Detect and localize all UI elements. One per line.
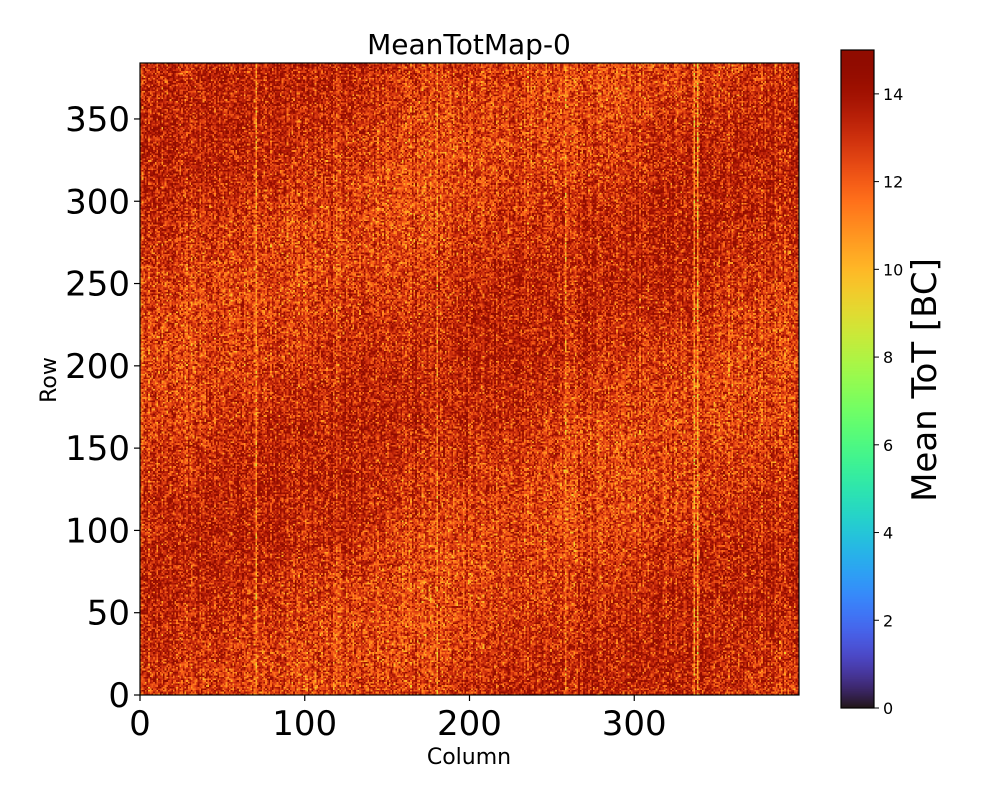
y-tick-label: 100: [65, 511, 130, 551]
y-tick-label: 50: [87, 594, 130, 634]
x-axis-ticks: 0 100 200 300: [129, 695, 667, 744]
x-axis-label: Column: [427, 745, 511, 770]
y-tick-label: 200: [65, 347, 130, 387]
y-axis-ticks: 0 50 100 150 200 250 300 350: [65, 100, 140, 716]
colorbar-tick-label: 10: [883, 260, 903, 279]
colorbar-label: Mean ToT [BC]: [905, 258, 945, 502]
colorbar-tick-label: 6: [883, 436, 893, 455]
y-tick-label: 250: [65, 265, 130, 305]
colorbar-tick-label: 0: [883, 699, 893, 718]
colorbar-tick-label: 8: [883, 348, 893, 367]
x-tick-label: 300: [602, 704, 667, 744]
y-tick-label: 350: [65, 100, 130, 140]
colorbar-tick-label: 12: [883, 173, 903, 192]
y-tick-label: 0: [108, 676, 130, 716]
colorbar-tick-label: 2: [883, 611, 893, 630]
y-axis-label: Row: [37, 357, 62, 403]
x-tick-label: 200: [437, 704, 502, 744]
chart-title: MeanTotMap-0: [367, 28, 571, 61]
x-tick-label: 0: [129, 704, 151, 744]
colorbar-frame: [840, 49, 875, 709]
colorbar-tick-label: 4: [883, 524, 893, 543]
heatmap-image: [140, 63, 799, 695]
colorbar-ticks: 0 2 4 6 8 10 12 14: [874, 85, 903, 718]
y-tick-label: 300: [65, 182, 130, 222]
colorbar-tick-label: 14: [883, 85, 903, 104]
plot-frame: [139, 62, 800, 696]
y-tick-label: 150: [65, 429, 130, 469]
x-tick-label: 100: [272, 704, 337, 744]
colorbar-gradient: [841, 50, 874, 708]
